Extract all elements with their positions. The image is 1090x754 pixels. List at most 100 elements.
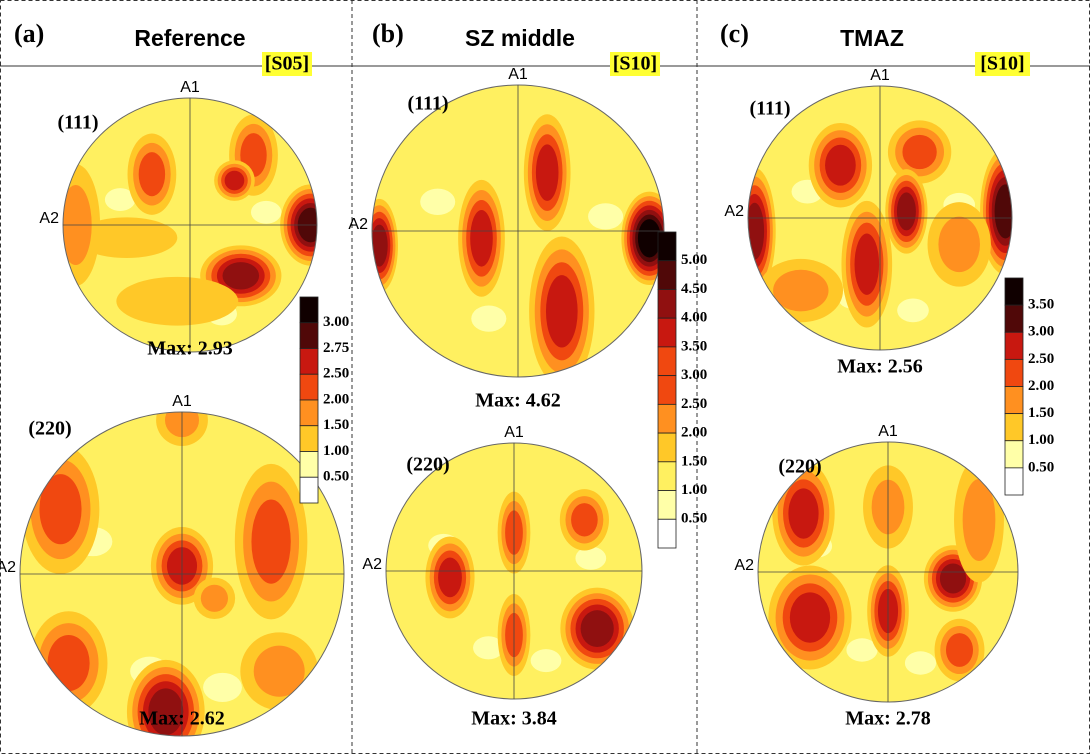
max-label: Max: 2.62 <box>139 708 225 730</box>
scale-box <box>657 461 677 491</box>
scale-label: 1.50 <box>1028 405 1054 421</box>
scale-box <box>657 317 677 348</box>
max-label: Max: 2.78 <box>845 708 931 730</box>
scale-label: 2.75 <box>323 340 349 356</box>
axis-label: A1 <box>172 393 192 410</box>
pf-low <box>203 672 242 702</box>
scale-box <box>299 348 319 375</box>
axis-label: A1 <box>180 79 200 96</box>
scale-box <box>657 432 677 463</box>
scale-box <box>1004 277 1024 306</box>
pf-contour <box>438 557 462 598</box>
pf-contour <box>39 474 82 545</box>
tag-bg <box>975 52 1030 76</box>
plane-label: (111) <box>749 98 790 120</box>
scale-label: 2.00 <box>681 425 707 441</box>
pf-low <box>471 305 507 332</box>
plane-label: (220) <box>28 418 71 440</box>
panel-label: (c) <box>720 19 749 48</box>
plane-label: (220) <box>778 456 821 478</box>
pf-contour <box>148 688 184 736</box>
tag-bg <box>610 52 660 76</box>
max-label: Max: 3.84 <box>471 708 557 730</box>
scale-box <box>299 296 319 324</box>
scale-box <box>1004 467 1024 496</box>
scale-box <box>657 375 677 405</box>
pf-contour <box>773 269 829 312</box>
scale-box <box>299 373 319 401</box>
pf-contour <box>938 216 980 273</box>
scale-box <box>657 260 677 290</box>
scale-label: 3.00 <box>681 367 707 383</box>
scale-box <box>299 399 319 427</box>
pf-contour <box>222 262 260 290</box>
axis-label: A1 <box>870 67 890 84</box>
pf-contour <box>788 488 819 539</box>
pf-contour <box>75 217 178 259</box>
pf-low <box>897 298 929 323</box>
scale-label: 1.00 <box>1028 432 1054 448</box>
scale-label: 4.50 <box>681 281 707 297</box>
panel-title: TMAZ <box>840 25 904 51</box>
scale-label: 2.50 <box>681 396 707 412</box>
axis-label: A1 <box>878 423 898 440</box>
scale-label: 2.50 <box>1028 351 1054 367</box>
pf-contour <box>945 633 974 667</box>
pf-low <box>250 200 282 224</box>
pf-contour <box>637 219 661 258</box>
scale-box <box>299 322 319 349</box>
pf-low <box>104 188 136 212</box>
pf-contour <box>902 134 937 170</box>
pf-contour <box>896 192 916 231</box>
panel-title: Reference <box>134 25 245 51</box>
scale-label: 0.50 <box>323 469 349 485</box>
scale-box <box>657 346 677 377</box>
pf-contour <box>251 499 291 584</box>
tag-bg <box>262 52 312 76</box>
scale-label: 1.50 <box>323 417 349 433</box>
axis-label: A2 <box>348 216 368 233</box>
max-label: Max: 2.56 <box>837 356 923 378</box>
scale-label: 3.00 <box>323 314 349 330</box>
pf-contour <box>470 210 493 267</box>
pf-contour <box>825 144 856 186</box>
scale-label: 4.00 <box>681 310 707 326</box>
pf-low <box>420 188 456 215</box>
scale-box <box>657 231 677 262</box>
panel-title: SZ middle <box>465 25 575 51</box>
pf-contour <box>571 503 598 537</box>
pf-contour <box>962 479 996 561</box>
plane-label: (220) <box>406 454 449 476</box>
scale-label: 3.50 <box>1028 297 1054 313</box>
pf-contour <box>994 184 1012 239</box>
pf-low <box>575 546 607 570</box>
axis-label: A2 <box>0 559 16 576</box>
pf-low <box>904 651 937 675</box>
pf-contour <box>939 563 967 594</box>
pf-contour <box>200 584 229 612</box>
pf-contour <box>253 645 305 697</box>
pole-figure <box>63 98 317 352</box>
pf-contour <box>116 276 239 326</box>
axis-label: A2 <box>724 203 744 220</box>
scale-label: 1.50 <box>681 453 707 469</box>
plane-label: (111) <box>57 112 98 134</box>
scale-label: 1.00 <box>681 482 707 498</box>
scale-box <box>299 476 319 504</box>
axis-label: A2 <box>362 556 382 573</box>
scale-label: 2.00 <box>1028 378 1054 394</box>
scale-box <box>1004 358 1024 387</box>
scale-box <box>657 289 677 319</box>
scale-box <box>657 490 677 520</box>
pf-contour <box>580 610 614 648</box>
scale-box <box>657 518 677 549</box>
scale-box <box>1004 304 1024 333</box>
axis-label: A2 <box>734 557 754 574</box>
pf-contour <box>138 152 166 197</box>
axis-label: A2 <box>39 210 59 227</box>
pf-contour <box>789 592 831 643</box>
pf-contour <box>47 635 90 692</box>
scale-label: 0.50 <box>1028 459 1054 475</box>
panel-label: (b) <box>372 19 404 48</box>
